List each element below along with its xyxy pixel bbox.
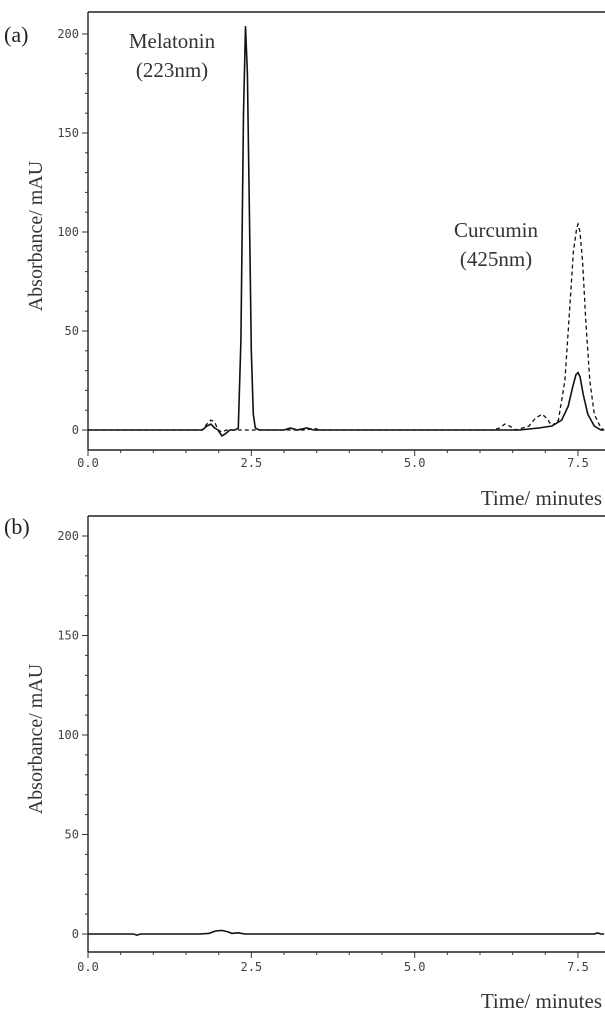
y-tick-label: 0 (72, 927, 79, 941)
x-tick-label: 0.0 (77, 456, 99, 470)
peak-annotation-line: (425nm) (460, 247, 532, 271)
y-axis-label: Absorbance/ mAU (25, 160, 47, 311)
panel-label: (a) (4, 22, 28, 47)
x-tick-label: 7.5 (567, 456, 589, 470)
chart-panel-a: 0 50 100 150 200 0.0 2.5 5.0 7.5 (a) Absorbance/ m… (4, 11, 605, 510)
x-tick-label: 7.5 (567, 960, 589, 974)
y-tick-label: 100 (57, 728, 79, 742)
y-tick-label: 100 (57, 225, 79, 239)
x-tick-label: 0.0 (77, 960, 99, 974)
x-axis-label: Time/ minutes (481, 989, 602, 1011)
peak-annotation-line: Curcumin (454, 218, 538, 242)
y-tick-label: 50 (65, 828, 79, 842)
x-tick-label: 5.0 (404, 456, 426, 470)
y-tick-label: 150 (57, 126, 79, 140)
y-tick-label: 0 (72, 423, 79, 437)
x-tick-label: 2.5 (240, 456, 262, 470)
series-group (88, 26, 605, 437)
panel-label: (b) (4, 514, 30, 539)
y-axis-label: Absorbance/ mAU (25, 663, 47, 814)
peak-annotation-line: Melatonin (129, 29, 216, 53)
x-tick-label: 2.5 (240, 960, 262, 974)
series-line-solid (88, 929, 605, 937)
series-line-solid (88, 26, 605, 437)
x-tick-label: 5.0 (404, 960, 426, 974)
x-axis-label: Time/ minutes (481, 486, 602, 510)
series-line-dashed (88, 221, 605, 433)
peak-annotation-line: (223nm) (136, 58, 208, 82)
y-tick-label: 50 (65, 324, 79, 338)
y-tick-label: 150 (57, 629, 79, 643)
y-tick-label: 200 (57, 529, 79, 543)
y-tick-label: 200 (57, 27, 79, 41)
series-group (88, 929, 605, 937)
chart-panel-b: 0 50 100 150 200 0.0 2.5 5.0 7.5 (b) Absorbance/ m… (4, 514, 605, 1011)
